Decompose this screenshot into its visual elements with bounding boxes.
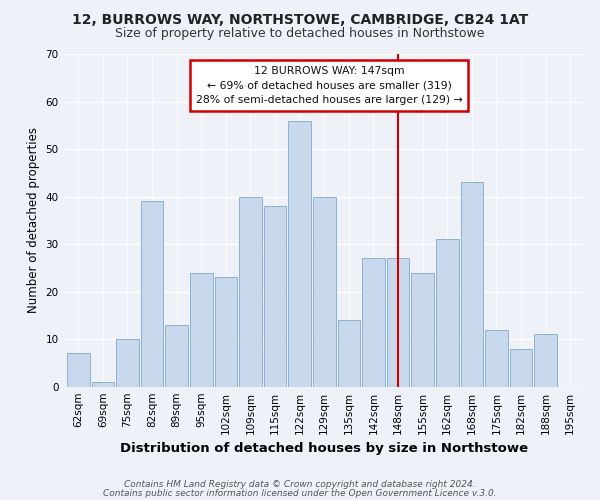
Bar: [313, 196, 335, 386]
Bar: [461, 182, 483, 386]
Bar: [485, 330, 508, 386]
Bar: [239, 196, 262, 386]
Bar: [412, 272, 434, 386]
X-axis label: Distribution of detached houses by size in Northstowe: Distribution of detached houses by size …: [120, 442, 529, 455]
Bar: [387, 258, 409, 386]
Bar: [215, 278, 237, 386]
Text: 12, BURROWS WAY, NORTHSTOWE, CAMBRIDGE, CB24 1AT: 12, BURROWS WAY, NORTHSTOWE, CAMBRIDGE, …: [72, 12, 528, 26]
Bar: [116, 339, 139, 386]
Bar: [141, 202, 163, 386]
Text: 12 BURROWS WAY: 147sqm
← 69% of detached houses are smaller (319)
28% of semi-de: 12 BURROWS WAY: 147sqm ← 69% of detached…: [196, 66, 463, 106]
Bar: [67, 354, 89, 386]
Text: Contains HM Land Registry data © Crown copyright and database right 2024.: Contains HM Land Registry data © Crown c…: [124, 480, 476, 489]
Bar: [166, 325, 188, 386]
Bar: [436, 240, 458, 386]
Bar: [535, 334, 557, 386]
Bar: [264, 206, 286, 386]
Bar: [510, 348, 532, 387]
Bar: [190, 272, 212, 386]
Text: Size of property relative to detached houses in Northstowe: Size of property relative to detached ho…: [115, 28, 485, 40]
Bar: [338, 320, 360, 386]
Text: Contains public sector information licensed under the Open Government Licence v.: Contains public sector information licen…: [103, 488, 497, 498]
Bar: [92, 382, 114, 386]
Y-axis label: Number of detached properties: Number of detached properties: [27, 128, 40, 314]
Bar: [289, 120, 311, 386]
Bar: [362, 258, 385, 386]
